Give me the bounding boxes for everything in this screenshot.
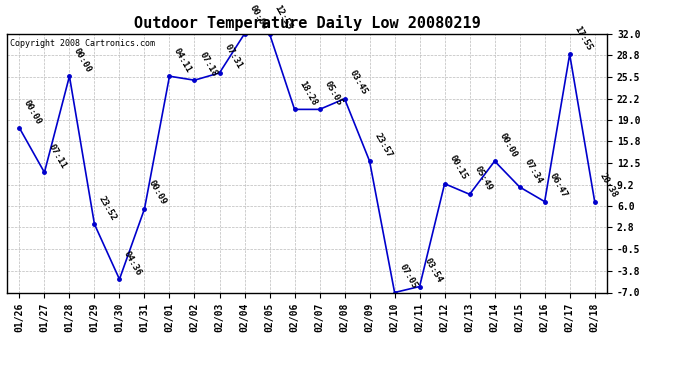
Text: 12:55: 12:55	[273, 4, 293, 32]
Text: 03:45: 03:45	[347, 69, 368, 97]
Text: 07:11: 07:11	[47, 142, 68, 170]
Text: 07:18: 07:18	[197, 50, 219, 78]
Text: 04:11: 04:11	[172, 46, 193, 74]
Text: 23:52: 23:52	[97, 194, 119, 222]
Text: 07:31: 07:31	[222, 43, 244, 71]
Text: 17:55: 17:55	[573, 24, 593, 52]
Text: 05:05: 05:05	[322, 80, 344, 107]
Text: 00:00: 00:00	[72, 46, 93, 74]
Text: 06:47: 06:47	[547, 172, 569, 200]
Text: 00:00: 00:00	[497, 131, 519, 159]
Text: 04:36: 04:36	[122, 249, 144, 277]
Text: 00:00: 00:00	[247, 4, 268, 32]
Text: 20:38: 20:38	[598, 172, 619, 200]
Text: 07:34: 07:34	[522, 157, 544, 185]
Title: Outdoor Temperature Daily Low 20080219: Outdoor Temperature Daily Low 20080219	[134, 15, 480, 31]
Text: 05:49: 05:49	[473, 164, 493, 192]
Text: 07:05: 07:05	[397, 262, 419, 290]
Text: 00:09: 00:09	[147, 179, 168, 207]
Text: 23:57: 23:57	[373, 131, 393, 159]
Text: Copyright 2008 Cartronics.com: Copyright 2008 Cartronics.com	[10, 39, 155, 48]
Text: 00:00: 00:00	[22, 98, 43, 126]
Text: 00:15: 00:15	[447, 154, 469, 182]
Text: 18:28: 18:28	[297, 80, 319, 107]
Text: 03:54: 03:54	[422, 256, 444, 284]
